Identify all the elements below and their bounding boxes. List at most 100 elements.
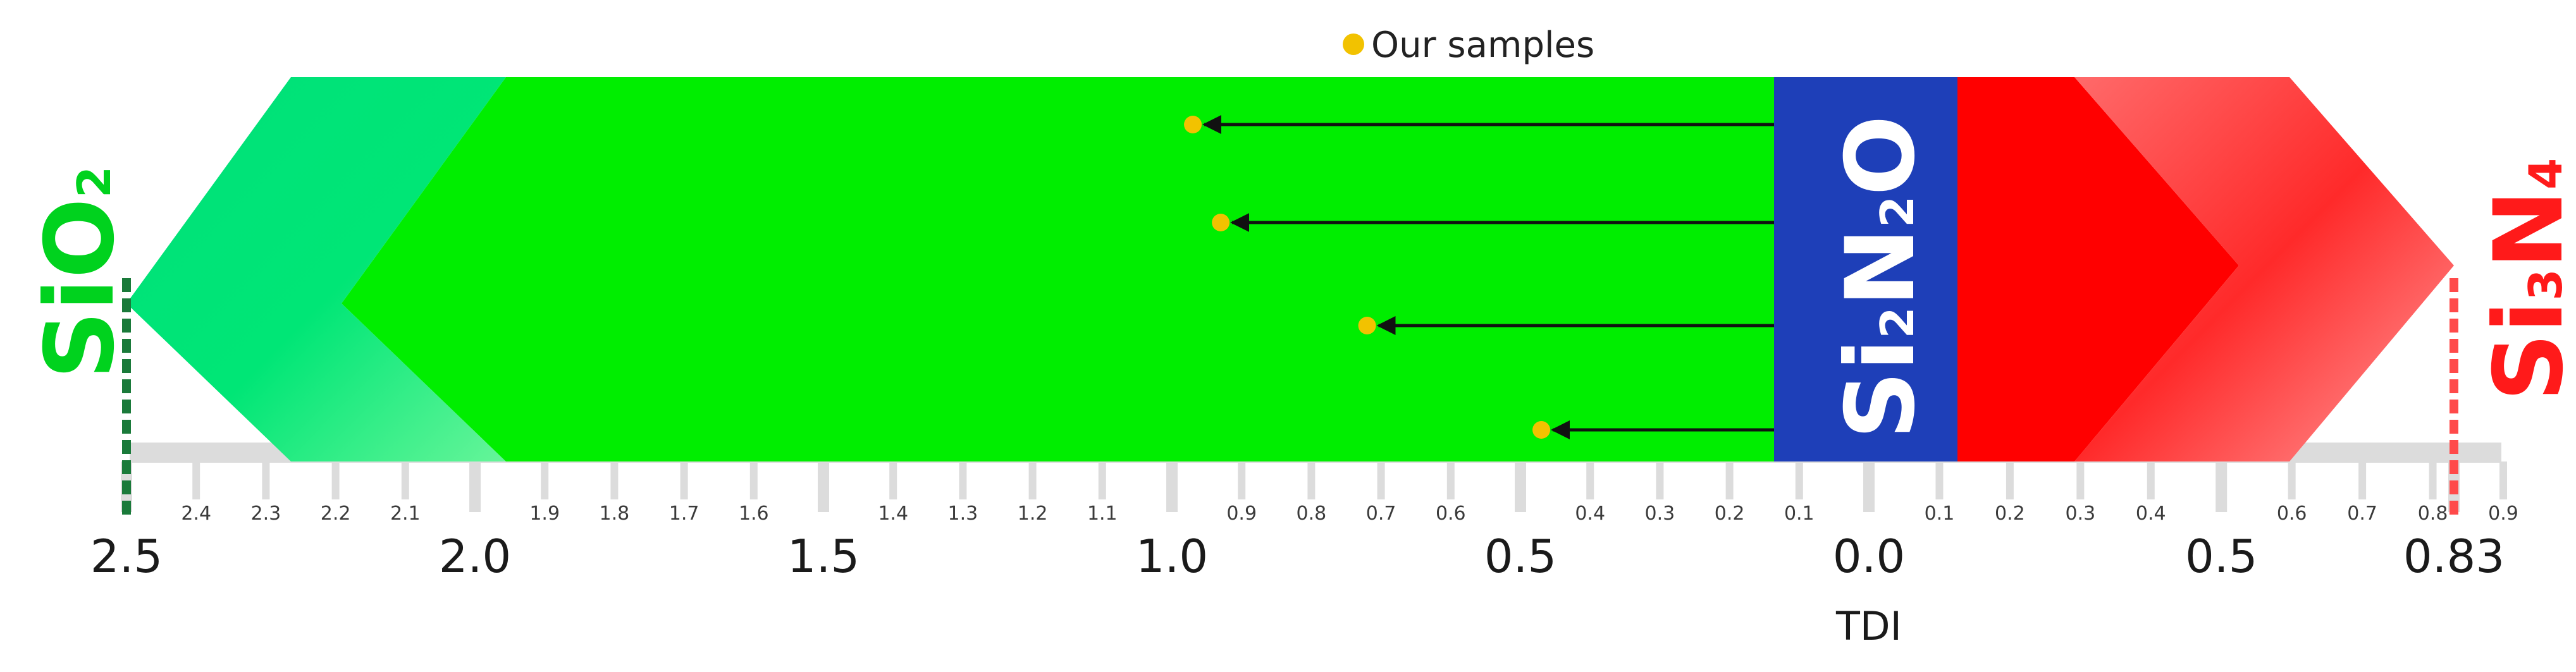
major-tick	[2215, 461, 2228, 512]
minor-tick	[1725, 461, 1734, 499]
minor-tick-label: 1.7	[669, 503, 699, 525]
minor-tick	[2429, 461, 2437, 499]
sample-group	[1184, 115, 1774, 439]
minor-tick	[2499, 461, 2508, 499]
minor-tick	[401, 461, 409, 499]
green-band	[342, 77, 1774, 461]
minor-tick-label: 0.8	[2418, 503, 2448, 525]
minor-tick-label: 0.2	[1715, 503, 1745, 525]
minor-tick	[1238, 461, 1246, 499]
minor-tick	[1656, 461, 1664, 499]
minor-tick	[749, 461, 758, 499]
si3n4-label-n: N	[2474, 190, 2576, 269]
legend-label: Our samples	[1371, 25, 1594, 66]
si2n2o-label-n: N	[1826, 228, 1936, 307]
major-tick-labels: 2.5 2.0 1.5 1.0 0.5 0.0 0.5 0.83	[90, 530, 2505, 583]
si2n2o-band	[1774, 77, 1957, 461]
minor-tick-label: 0.2	[1995, 503, 2025, 525]
minor-tick	[192, 461, 200, 499]
major-tick	[1863, 461, 1875, 512]
minor-tick	[1098, 461, 1106, 499]
sio2-label-sub: 2	[68, 166, 121, 198]
minor-tick	[2076, 461, 2085, 499]
major-tick-label: 2.5	[90, 530, 163, 583]
sample-marker	[1184, 116, 1202, 133]
minor-tick	[1586, 461, 1594, 499]
minor-tick	[262, 461, 270, 499]
sio2-gradient-band	[126, 77, 506, 461]
minor-tick	[1307, 461, 1316, 499]
minor-tick-label: 0.1	[1784, 503, 1815, 525]
major-tick-label: 0.5	[2185, 530, 2258, 583]
minor-tick	[1028, 461, 1037, 499]
si2n2o-label: Si2N2O	[1826, 115, 1936, 439]
minor-tick-label: 0.7	[1366, 503, 1396, 525]
svg-text:Si3N4: Si3N4	[2474, 158, 2576, 401]
major-tick	[818, 461, 829, 512]
minor-tick-label: 2.2	[321, 503, 351, 525]
major-tick-label: 1.0	[1136, 530, 1209, 583]
si3n4-gradient-band	[2074, 77, 2454, 461]
si2n2o-label-sub1: 2	[1871, 307, 1924, 338]
minor-tick-label: 0.1	[1925, 503, 1955, 525]
sio2-label-o: O	[25, 198, 135, 279]
minor-tick-label: 1.3	[948, 503, 978, 525]
major-tick-label: 0.5	[1484, 530, 1557, 583]
minor-tick-label: 1.1	[1087, 503, 1118, 525]
minor-tick-label: 0.7	[2347, 503, 2377, 525]
major-tick	[1166, 461, 1178, 512]
sio2-label-si: Si	[25, 279, 135, 379]
sample-marker	[1532, 421, 1551, 439]
minor-tick	[610, 461, 619, 499]
legend-marker	[1343, 34, 1364, 55]
si2n2o-label-o: O	[1826, 115, 1936, 196]
minor-tick	[2147, 461, 2155, 499]
major-tick-label: 2.0	[439, 530, 512, 583]
major-tick-label: 0.0	[1833, 530, 1906, 583]
minor-tick-label: 1.8	[600, 503, 630, 525]
minor-tick	[1446, 461, 1455, 499]
major-tick-label: 1.5	[787, 530, 860, 583]
si2n2o-label-si: Si	[1826, 339, 1936, 439]
axis-title: TDI	[1835, 603, 1902, 649]
minor-tick-label: 2.1	[390, 503, 421, 525]
minor-tick-label: 2.4	[181, 503, 211, 525]
minor-tick	[1377, 461, 1385, 499]
minor-tick	[680, 461, 688, 499]
minor-tick	[2358, 461, 2367, 499]
minor-tick-label: 0.4	[1575, 503, 1605, 525]
minor-tick-label: 0.9	[2488, 503, 2518, 525]
sample-marker	[1212, 214, 1230, 231]
svg-text:SiO2: SiO2	[25, 166, 135, 379]
minor-tick	[331, 461, 340, 499]
minor-tick	[959, 461, 967, 499]
minor-tick-label: 0.6	[1436, 503, 1466, 525]
minor-tick	[541, 461, 549, 499]
minor-tick-label: 0.3	[2065, 503, 2095, 525]
major-tick-label: 0.83	[2403, 530, 2505, 583]
si3n4-label-si: Si	[2474, 301, 2576, 401]
major-tick	[1515, 461, 1526, 512]
minor-tick-label: 0.9	[1226, 503, 1257, 525]
minor-tick	[1795, 461, 1803, 499]
minor-tick	[1935, 461, 1944, 499]
minor-tick-label: 1.2	[1018, 503, 1048, 525]
minor-tick-labels: 2.4 2.3 2.2 2.1 1.9 1.8 1.7 1.6 1.4 1.3 1.2 1.1 0.9 0…	[181, 503, 2518, 525]
minor-tick-label: 0.6	[2277, 503, 2307, 525]
sio2-label: SiO2	[25, 166, 135, 379]
minor-tick	[889, 461, 897, 499]
minor-tick-label: 0.8	[1297, 503, 1327, 525]
svg-text:Si2N2O: Si2N2O	[1826, 115, 1936, 439]
minor-tick	[2288, 461, 2296, 499]
si3n4-label: Si3N4	[2474, 158, 2576, 401]
si3n4-label-sub2: 4	[2519, 158, 2572, 190]
major-tick	[469, 461, 481, 512]
minor-tick-label: 1.4	[878, 503, 908, 525]
sample-marker	[1358, 317, 1376, 334]
minor-tick-label: 2.3	[251, 503, 281, 525]
minor-tick-label: 1.6	[739, 503, 769, 525]
minor-tick	[2006, 461, 2014, 499]
red-band	[1957, 77, 2239, 461]
